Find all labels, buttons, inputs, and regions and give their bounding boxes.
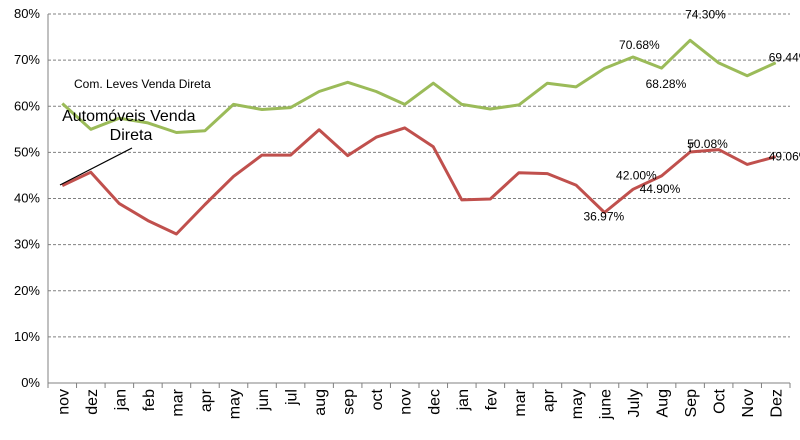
x-tick-label: jan	[112, 389, 129, 411]
x-tick-label: Sep	[683, 389, 700, 418]
x-tick-label: mar	[512, 388, 529, 416]
gridlines	[48, 13, 790, 338]
x-tick-label: oct	[369, 388, 386, 410]
series-line-com-leves	[61, 38, 777, 134]
y-tick-label: 20%	[14, 283, 40, 298]
y-tick-label: 80%	[14, 6, 40, 21]
x-tick-label: Nov	[740, 389, 757, 417]
axes	[47, 14, 791, 388]
x-tick-label: apr	[540, 388, 557, 412]
x-tick-label: mar	[169, 388, 186, 416]
y-tick-label: 10%	[14, 329, 40, 344]
x-tick-label: dez	[84, 389, 101, 415]
series-label-automoveis: Automóveis Venda Direta	[62, 108, 200, 144]
x-axis-ticks: nov dez jan feb mar apr may jun jul aug sep oct nov d…	[55, 388, 785, 420]
y-axis-ticks: 0% 10% 20% 30% 40% 50% 60% 70% 80%	[14, 6, 40, 390]
x-tick-label: jul	[284, 389, 301, 406]
x-tick-label: Dez	[769, 389, 786, 417]
data-label: 69.44%	[769, 51, 800, 65]
y-tick-label: 60%	[14, 98, 40, 113]
x-tick-label: Oct	[712, 388, 729, 413]
data-labels: 70.68% 68.28% 74.30% 69.44% 36.97% 42.00%44.9…	[584, 7, 800, 223]
x-tick-label: jan	[455, 389, 472, 411]
data-label-leader	[689, 142, 695, 153]
x-tick-label: nov	[55, 389, 72, 415]
data-label: 50.08%	[687, 137, 728, 151]
x-tick-label: dec	[426, 389, 443, 415]
series-label-leader-line	[59, 147, 133, 186]
y-tick-label: 30%	[14, 237, 40, 252]
series-line-automoveis	[61, 126, 777, 236]
series-lines	[61, 38, 777, 236]
x-tick-label: feb	[141, 389, 158, 411]
x-tick-label: fev	[483, 389, 500, 410]
x-tick-label: aug	[312, 389, 329, 416]
data-label: 68.28%	[646, 77, 687, 91]
series-label-com-leves: Com. Leves Venda Direta	[74, 77, 211, 91]
data-label: 36.97%	[584, 209, 625, 223]
x-tick-label: june	[598, 389, 615, 420]
data-label: 44.90%	[640, 182, 681, 196]
x-tick-label: jun	[255, 389, 272, 411]
x-tick-label: sep	[341, 389, 358, 415]
y-tick-label: 0%	[21, 375, 40, 390]
y-tick-label: 40%	[14, 191, 40, 206]
y-tick-label: 70%	[14, 52, 40, 67]
x-tick-label: July	[626, 389, 643, 417]
x-tick-label: nov	[398, 389, 415, 415]
x-tick-label: may	[569, 389, 586, 419]
x-tick-label: apr	[198, 388, 215, 412]
data-label: 49.06%	[769, 150, 800, 164]
data-label: 70.68%	[619, 38, 660, 52]
data-label: 42.00%	[616, 168, 657, 182]
y-tick-label: 50%	[14, 144, 40, 159]
data-label: 74.30%	[685, 7, 726, 21]
x-tick-label: may	[227, 389, 244, 419]
x-tick-label: Aug	[655, 389, 672, 417]
